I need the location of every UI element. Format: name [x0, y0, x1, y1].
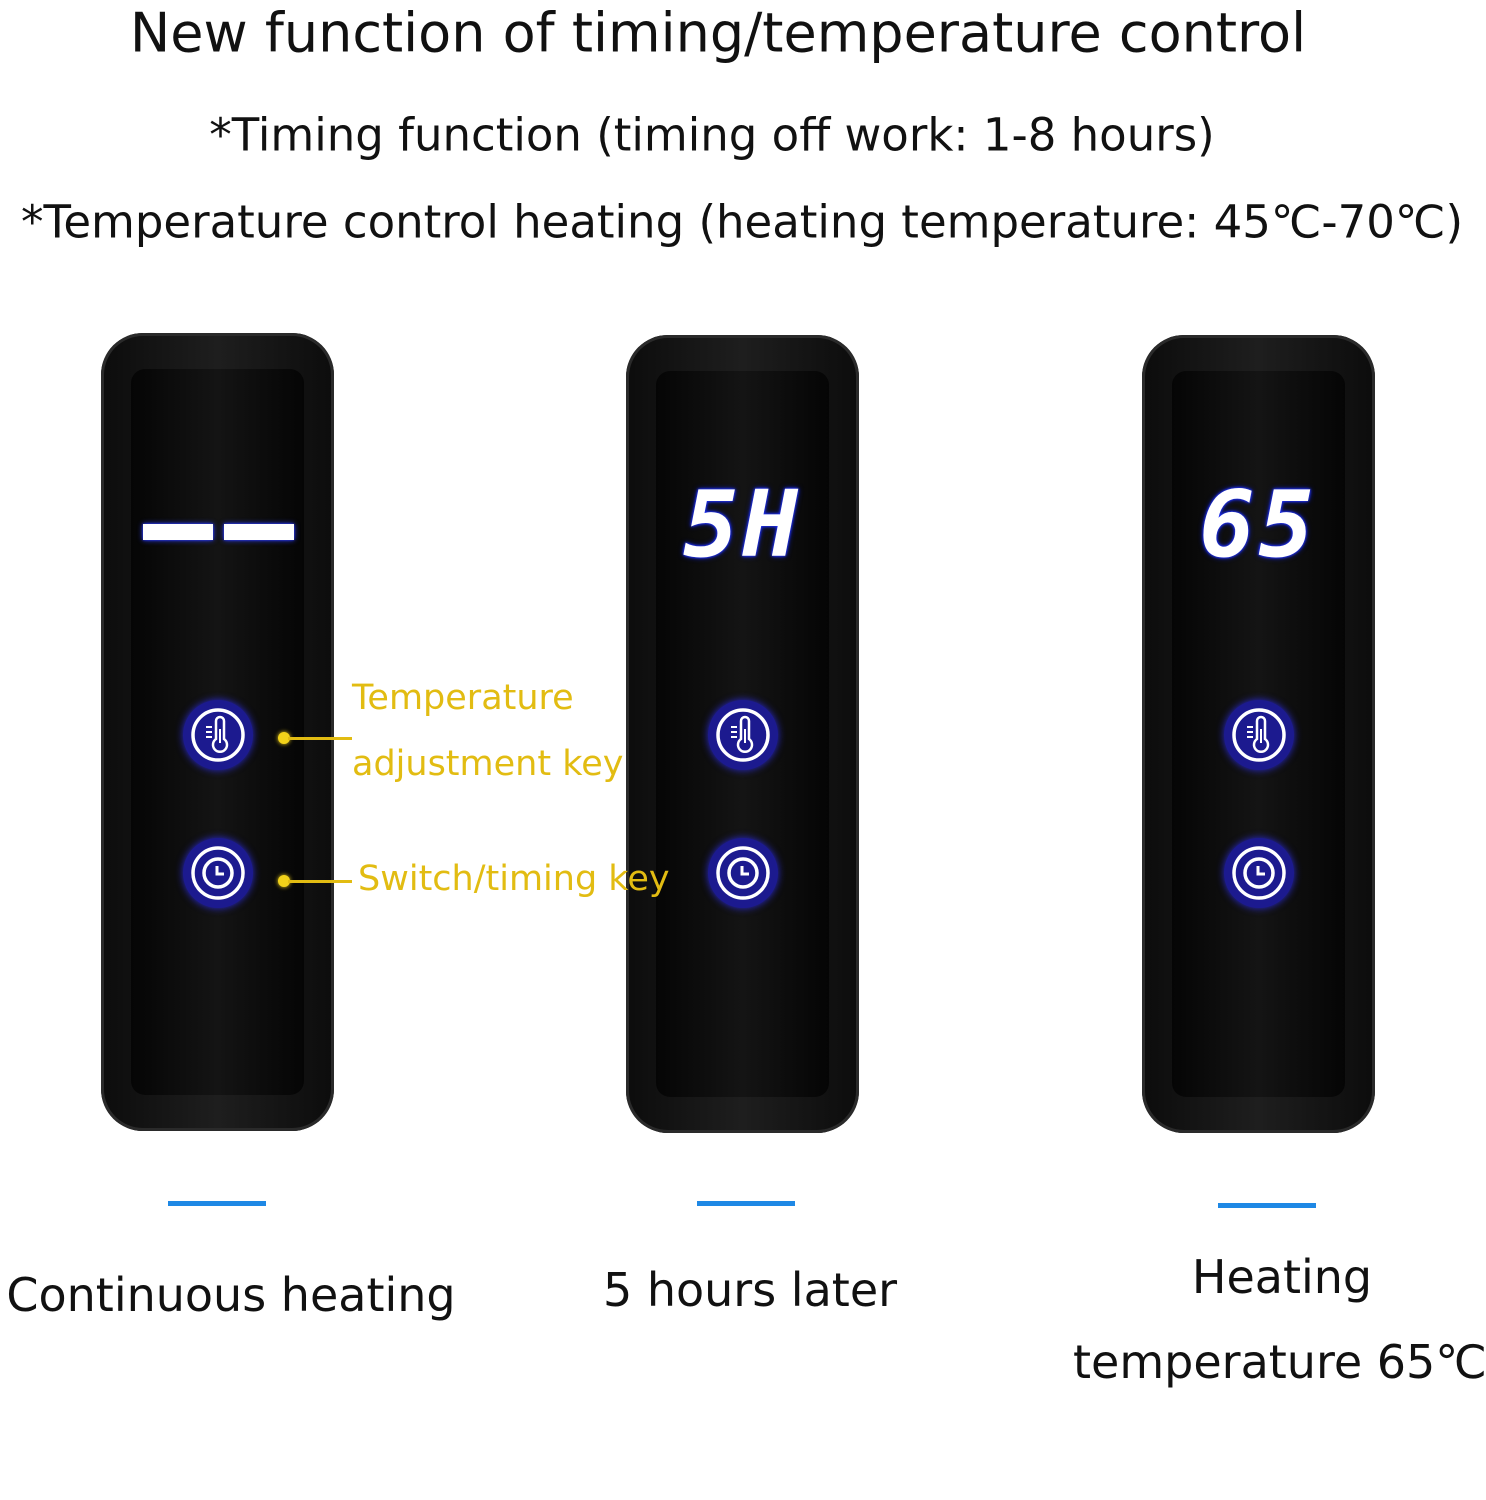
display-value: 5H	[683, 471, 802, 578]
display-dash	[143, 524, 213, 540]
divider	[1218, 1203, 1316, 1208]
caption-temperature-1: Heating	[1191, 1250, 1373, 1304]
temperature-key-label: Temperature	[352, 678, 574, 718]
callout-line	[288, 737, 352, 740]
caption-temperature-2: temperature 65℃	[1073, 1335, 1486, 1389]
callout-dot	[278, 875, 290, 887]
temperature-subtitle: *Temperature control heating (heating te…	[20, 195, 1464, 249]
temperature-button[interactable]	[182, 700, 253, 770]
temperature-button[interactable]	[1223, 700, 1294, 770]
callout-dot	[278, 732, 290, 744]
thermometer-icon	[190, 708, 245, 762]
timer-button[interactable]	[182, 838, 253, 908]
thermometer-icon	[1231, 708, 1286, 762]
timer-button[interactable]	[1223, 838, 1294, 908]
temperature-key-label-2: adjustment key	[352, 744, 624, 784]
caption-continuous: Continuous heating	[6, 1268, 456, 1322]
caption-timer: 5 hours later	[602, 1263, 898, 1317]
clock-icon	[715, 846, 770, 900]
display-value: 65	[1199, 471, 1318, 578]
clock-icon	[190, 846, 245, 900]
timing-subtitle: *Timing function (timing off work: 1-8 h…	[209, 108, 1215, 162]
thermometer-icon	[715, 708, 770, 762]
divider	[168, 1201, 266, 1206]
callout-line	[288, 880, 352, 883]
page-title: New function of timing/temperature contr…	[129, 1, 1307, 65]
switch-key-label: Switch/timing key	[358, 859, 670, 899]
control-panel-timer: 5H	[626, 335, 859, 1133]
temperature-button[interactable]	[707, 700, 778, 770]
divider	[697, 1201, 795, 1206]
timer-button[interactable]	[707, 838, 778, 908]
display-dash	[224, 524, 294, 540]
clock-icon	[1231, 846, 1286, 900]
control-panel-continuous	[101, 333, 334, 1131]
control-panel-temperature: 65	[1142, 335, 1375, 1133]
